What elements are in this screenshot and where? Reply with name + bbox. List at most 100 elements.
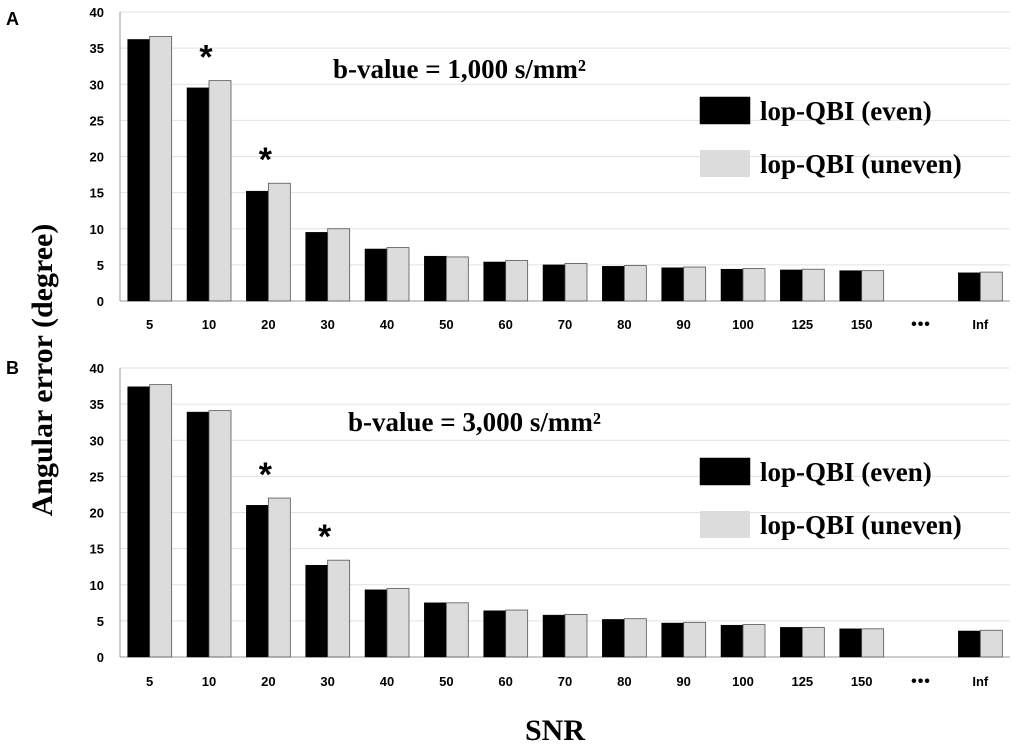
x-tick-label: ••• <box>911 673 931 690</box>
y-tick-label: 35 <box>90 41 104 56</box>
y-tick-label: 5 <box>97 258 104 273</box>
x-tick-label: 90 <box>676 674 690 689</box>
y-tick-label: 25 <box>90 113 104 128</box>
bar-uneven-20 <box>267 182 291 302</box>
bar-even-150 <box>839 628 862 658</box>
x-tick-label: 80 <box>617 317 631 332</box>
bar-even-60 <box>483 261 506 302</box>
bar-even-30 <box>305 232 328 302</box>
significance-star: * <box>318 518 332 556</box>
x-tick-label: 60 <box>498 317 512 332</box>
x-tick-label: 70 <box>558 674 572 689</box>
x-tick-label: ••• <box>911 316 931 333</box>
panel-a-label: A <box>6 9 19 29</box>
bar-even-80 <box>602 619 625 658</box>
bar-uneven-5 <box>149 384 173 658</box>
bar-even-150 <box>839 270 862 302</box>
x-tick-label: 10 <box>202 674 216 689</box>
panel-a-annotation: b-value = 1,000 s/mm² <box>333 54 586 84</box>
bar-uneven-90 <box>683 266 707 302</box>
bar-even-30 <box>305 564 328 658</box>
x-tick-label: 50 <box>439 674 453 689</box>
bar-even-20 <box>246 505 269 658</box>
legend-label-even: lop-QBI (even) <box>760 96 932 126</box>
bar-uneven-70 <box>564 263 588 302</box>
bar-uneven-5 <box>149 36 173 302</box>
bar-even-90 <box>661 622 684 658</box>
y-tick-label: 5 <box>97 614 104 629</box>
bar-even-20 <box>246 190 269 302</box>
x-tick-label: 20 <box>261 317 275 332</box>
y-tick-label: 15 <box>90 186 104 201</box>
bar-even-5 <box>127 386 150 658</box>
bar-uneven-150 <box>861 628 885 658</box>
x-tick-label: 80 <box>617 674 631 689</box>
panel-b: B 0 5 10 15 20 25 30 35 40 5 10 20 30 40 50 60 70 80 90 10… <box>6 358 1010 690</box>
x-tick-label: 70 <box>558 317 572 332</box>
legend-swatch-even <box>699 96 751 125</box>
x-tick-label: 125 <box>791 317 813 332</box>
bar-uneven-90 <box>683 621 707 658</box>
bar-even-60 <box>483 610 506 658</box>
bar-uneven-50 <box>445 256 469 302</box>
legend-swatch-uneven <box>700 511 750 538</box>
bar-even-40 <box>364 248 388 302</box>
x-tick-label: 40 <box>380 317 394 332</box>
bar-uneven-60 <box>505 609 529 658</box>
bar-uneven-80 <box>623 265 647 302</box>
legend-swatch-uneven <box>700 150 750 177</box>
significance-star: * <box>259 456 273 494</box>
x-tick-label: 30 <box>320 317 334 332</box>
x-tick-label: 150 <box>851 674 873 689</box>
bar-uneven-40 <box>386 247 410 302</box>
x-tick-label: Inf <box>972 317 989 332</box>
bar-even-50 <box>424 602 447 658</box>
bar-uneven-40 <box>386 587 410 658</box>
bar-uneven-125 <box>801 626 825 658</box>
x-tick-label: 5 <box>146 674 153 689</box>
bar-even-100 <box>720 268 744 302</box>
x-tick-label: 90 <box>676 317 690 332</box>
x-tick-label: 100 <box>732 674 754 689</box>
bar-uneven-100 <box>742 268 766 302</box>
y-tick-label: 30 <box>90 433 104 448</box>
bar-even-5 <box>127 39 150 302</box>
bar-uneven-20 <box>267 497 291 658</box>
y-tick-label: 40 <box>90 5 104 20</box>
x-tick-label: 30 <box>320 674 334 689</box>
x-tick-label: 20 <box>261 674 275 689</box>
panel-a: A 0 5 10 15 20 25 30 35 40 5 10 20 30 40 50 60 70 80 90 10… <box>6 5 1010 333</box>
bar-even-90 <box>661 267 684 302</box>
x-tick-label: 50 <box>439 317 453 332</box>
x-tick-label: 60 <box>498 674 512 689</box>
bar-uneven-70 <box>564 613 588 658</box>
legend-swatch-even <box>699 457 751 486</box>
y-tick-label: 10 <box>90 578 104 593</box>
bar-uneven-10 <box>208 410 232 658</box>
bar-even-125 <box>780 269 803 302</box>
bar-even-70 <box>542 264 566 302</box>
significance-star: * <box>199 39 213 77</box>
x-tick-label: 5 <box>146 317 153 332</box>
x-tick-label: 100 <box>732 317 754 332</box>
y-tick-label: 10 <box>90 222 104 237</box>
bar-uneven-80 <box>623 618 647 658</box>
bar-uneven-inf <box>979 271 1003 302</box>
bar-even-50 <box>424 255 447 302</box>
bar-uneven-30 <box>327 228 351 302</box>
bar-even-70 <box>542 614 566 658</box>
bar-uneven-30 <box>327 559 351 658</box>
x-tick-label: Inf <box>972 674 989 689</box>
x-tick-label: 10 <box>202 317 216 332</box>
x-axis-title: SNR <box>525 714 585 747</box>
bar-uneven-125 <box>801 268 825 302</box>
legend-label-uneven: lop-QBI (uneven) <box>760 149 962 179</box>
x-tick-label: 125 <box>791 674 813 689</box>
legend-label-even: lop-QBI (even) <box>760 457 932 487</box>
bar-uneven-100 <box>742 624 766 658</box>
y-axis-title: Angular error (degree) <box>26 224 59 517</box>
bar-uneven-10 <box>208 80 232 302</box>
bar-even-10 <box>186 411 210 658</box>
y-tick-label: 15 <box>90 542 104 557</box>
